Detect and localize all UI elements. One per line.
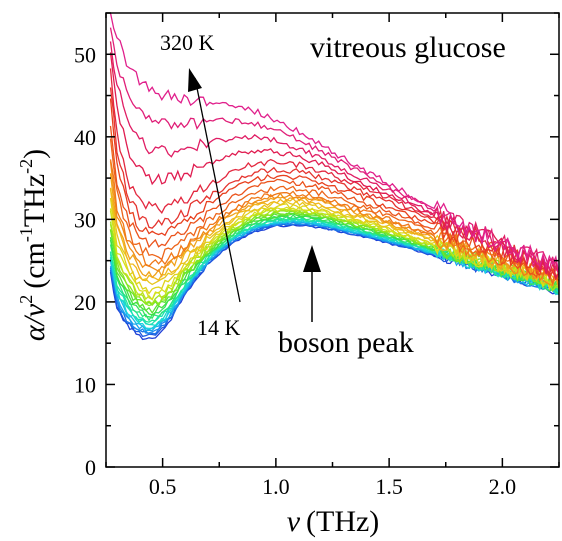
x-tick-label: 1.0	[262, 474, 290, 499]
ticks-group	[105, 12, 560, 468]
y-axis-unit-exp1: -1	[16, 227, 36, 242]
x-axis-quantity: ν	[287, 505, 301, 538]
spectrum-curve	[109, 87, 560, 281]
y-tick-label: 0	[85, 455, 96, 480]
curves-group	[109, 12, 560, 341]
boson-peak-label: boson peak	[278, 326, 414, 359]
y-axis-unit-thz: THz	[18, 174, 51, 227]
temp-high-label: 320 K	[160, 30, 215, 55]
spectrum-curve	[109, 206, 560, 301]
x-axis-unit: (THz)	[306, 505, 379, 538]
y-axis-unit-open: (cm	[18, 242, 51, 289]
y-tick-label: 40	[74, 125, 96, 150]
x-axis-title: ν (THz)	[287, 505, 380, 538]
spectrum-curve	[109, 27, 560, 274]
y-axis-quantity: α/ν	[18, 303, 51, 341]
y-axis-exponent: 2	[16, 295, 36, 304]
y-tick-label: 10	[74, 372, 96, 397]
spectrum-curve	[109, 125, 560, 282]
sample-label: vitreous glucose	[310, 31, 506, 64]
y-axis-unit-close: )	[18, 149, 51, 159]
y-axis-title: α/ν2 (cm-1THz-2)	[16, 149, 51, 341]
spectrum-curve	[109, 12, 560, 275]
temperature-arrowhead	[188, 68, 202, 92]
x-tick-label: 1.5	[375, 474, 403, 499]
y-tick-label: 30	[74, 207, 96, 232]
spectrum-curve	[109, 98, 560, 276]
boson-peak-arrowhead	[303, 245, 321, 272]
temperature-arrow-line	[194, 77, 241, 303]
spectrum-curve	[109, 210, 560, 308]
y-tick-label: 20	[74, 290, 96, 315]
tick-labels-group: 0.5 1.0 1.5 2.0 0 10 20 30 40 50	[74, 42, 516, 499]
y-axis-unit-exp2: -2	[16, 159, 36, 174]
y-tick-label: 50	[74, 42, 96, 67]
spectrum-curve	[109, 68, 560, 277]
temp-low-label: 14 K	[197, 315, 241, 340]
x-tick-label: 2.0	[489, 474, 517, 499]
x-tick-label: 0.5	[149, 474, 177, 499]
